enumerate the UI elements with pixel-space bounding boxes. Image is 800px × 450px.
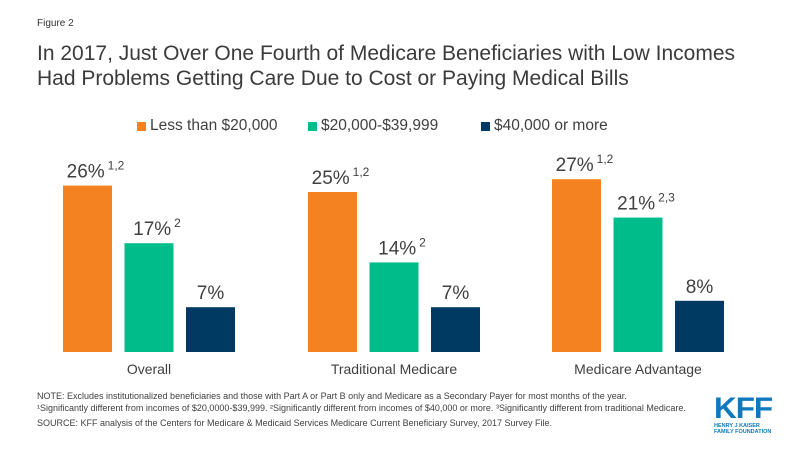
bar-traditional-medicare-series-0 — [308, 192, 357, 352]
category-label: Overall — [127, 361, 171, 377]
bar-medicare-advantage-series-0 — [552, 179, 601, 352]
data-label: 25% 1,2 — [312, 165, 370, 189]
legend-swatch-teal — [308, 121, 317, 131]
data-label: 14% 2 — [378, 235, 426, 259]
bar-chart: 26% 1,2 17% 2 7% Overall 25% 1,2 14% 2 7% Tradition… — [63, 152, 724, 377]
legend-item-40000-or-more: $40,000 or more — [481, 117, 608, 135]
kff-logo-line2: FAMILY FOUNDATION — [714, 429, 772, 435]
legend-label: $20,000-$39,999 — [321, 117, 439, 134]
note-text: NOTE: Excludes institutionalized benefic… — [37, 391, 686, 413]
data-label: 7% — [442, 283, 470, 304]
legend-swatch-orange — [137, 121, 146, 131]
category-label: Medicare Advantage — [574, 361, 702, 377]
legend-item-20000-39999: $20,000-$39,999 — [308, 117, 438, 135]
figure-label: Figure 2 — [37, 18, 74, 29]
data-label: 27% 1,2 — [556, 152, 614, 176]
bar-medicare-advantage-series-1 — [613, 217, 663, 352]
legend-label: Less than $20,000 — [150, 117, 278, 134]
legend-swatch-navy — [481, 121, 490, 131]
data-label: 8% — [686, 277, 714, 298]
bar-overall-series-0 — [63, 185, 112, 352]
chart-title: In 2017, Just Over One Fourth of Medicar… — [37, 42, 735, 90]
legend-label: $40,000 or more — [494, 117, 608, 134]
legend: Less than $20,000 $20,000-$39,999 $40,00… — [0, 117, 800, 139]
data-label: 17% 2 — [133, 216, 181, 240]
data-label: 7% — [197, 283, 225, 304]
category-label: Traditional Medicare — [331, 361, 458, 377]
bar-medicare-advantage-series-2 — [675, 300, 724, 352]
bar-overall-series-1 — [124, 243, 174, 352]
bar-traditional-medicare-series-1 — [369, 262, 419, 352]
kff-logo: KFF HENRY J KAISER FAMILY FOUNDATION — [714, 392, 774, 436]
kff-logo-mark: KFF — [714, 392, 773, 425]
bar-overall-series-2 — [186, 307, 235, 352]
source-text: SOURCE: KFF analysis of the Centers for … — [37, 418, 553, 428]
data-label: 26% 1,2 — [67, 159, 125, 183]
notes: NOTE: Excludes institutionalized benefic… — [37, 391, 717, 430]
bar-traditional-medicare-series-2 — [431, 307, 480, 352]
data-label: 21% 2,3 — [617, 191, 675, 215]
legend-item-less-than-20000: Less than $20,000 — [137, 117, 278, 135]
kff-logo-line1: HENRY J KAISER — [714, 423, 760, 429]
